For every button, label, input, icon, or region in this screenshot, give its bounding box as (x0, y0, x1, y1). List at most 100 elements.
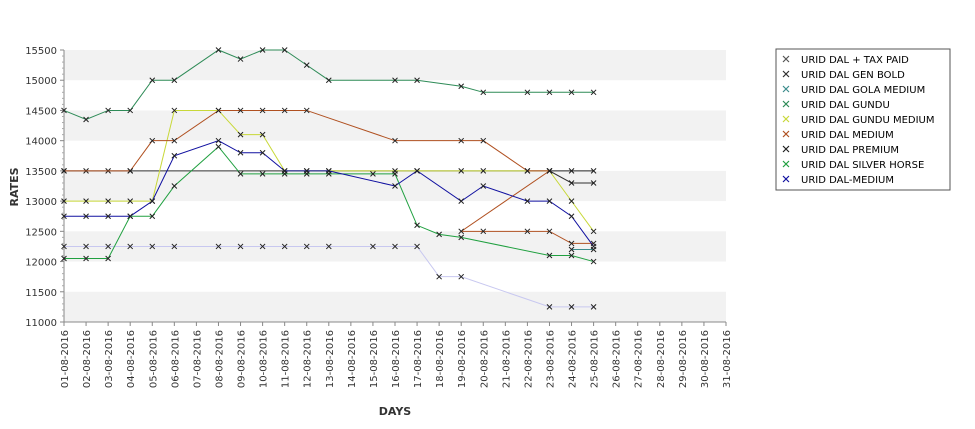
data-point-marker (546, 228, 553, 235)
data-point-marker (303, 243, 310, 250)
data-point-marker (149, 243, 156, 250)
data-point-marker (149, 198, 156, 204)
x-tick-label: 13-08-2016 (325, 330, 336, 388)
y-tick-label: 12000 (25, 258, 57, 269)
data-point-marker (568, 252, 575, 259)
data-point-marker (480, 137, 487, 144)
grid-band (64, 291, 726, 322)
data-point-marker (524, 198, 531, 204)
y-axis-title: RATES (8, 167, 21, 206)
data-point-marker (83, 116, 89, 123)
data-point-marker (237, 171, 244, 177)
y-tick-label: 11500 (25, 288, 57, 299)
data-point-marker (237, 149, 244, 156)
data-point-marker (61, 107, 67, 114)
series-path (64, 145, 594, 263)
legend-marker (782, 70, 790, 78)
data-point-marker (480, 183, 487, 189)
data-point-marker (546, 198, 553, 204)
data-point-marker (281, 107, 288, 114)
data-point-marker (259, 131, 266, 138)
data-point-marker (259, 171, 266, 177)
y-tick-label: 15000 (25, 76, 57, 87)
data-point-marker (127, 198, 134, 204)
y-tick-label: 11000 (25, 318, 57, 329)
x-tick-label: 06-08-2016 (170, 330, 181, 388)
legend-marker (782, 55, 790, 63)
legend-label: URID DAL MEDIUM (801, 130, 894, 141)
x-tick-label: 24-08-2016 (568, 330, 579, 388)
series-lines (61, 47, 597, 310)
data-point-marker (171, 107, 178, 114)
x-tick-label: 25-08-2016 (590, 330, 601, 388)
legend-label: URID DAL SILVER HORSE (801, 160, 924, 171)
data-point-marker (546, 89, 553, 96)
data-point-marker (237, 131, 244, 138)
data-point-marker (590, 228, 597, 235)
legend-label: URID DAL PREMIUM (801, 145, 899, 156)
data-point-marker (546, 304, 553, 310)
legend-label: URID DAL-MEDIUM (801, 175, 894, 186)
x-tick-label: 16-08-2016 (391, 330, 402, 388)
data-point-marker (259, 47, 266, 53)
data-point-marker (568, 180, 575, 186)
data-point-marker (458, 168, 465, 174)
data-point-marker (127, 213, 134, 220)
data-point-marker (171, 137, 178, 144)
data-point-marker (281, 168, 288, 174)
data-point-marker (524, 228, 531, 235)
data-point-marker (105, 243, 111, 250)
data-point-marker (458, 234, 465, 241)
data-point-marker (149, 137, 156, 144)
data-point-marker (237, 56, 244, 62)
x-axis: 01-08-2016 02-08-2016 03-08-2016 04-08-2016… (60, 321, 733, 388)
data-point-marker (303, 107, 310, 114)
legend-box (775, 48, 951, 191)
data-point-marker (568, 168, 575, 174)
series-line (61, 47, 597, 123)
legend-marker (782, 175, 790, 183)
data-point-marker (105, 198, 111, 204)
data-point-marker (458, 198, 465, 204)
legend-marker (782, 130, 790, 138)
data-point-marker (259, 149, 266, 156)
x-tick-label: 02-08-2016 (82, 330, 93, 388)
data-point-marker (458, 228, 465, 235)
data-point-marker (83, 213, 89, 220)
data-point-marker (325, 243, 332, 250)
data-point-marker (127, 168, 134, 174)
x-tick-label: 28-08-2016 (656, 330, 667, 388)
data-point-marker (590, 243, 597, 250)
x-tick-label: 10-08-2016 (259, 330, 270, 388)
data-point-marker (325, 168, 332, 174)
data-point-marker (171, 152, 178, 159)
data-point-marker (83, 198, 89, 204)
legend-label: URID DAL GUNDU (801, 100, 890, 111)
data-point-marker (215, 243, 222, 250)
data-point-marker (568, 198, 575, 204)
data-point-marker (325, 77, 332, 84)
data-point-marker (171, 183, 178, 189)
data-point-marker (171, 77, 178, 84)
data-point-marker (149, 77, 156, 84)
legend-marker (782, 115, 790, 123)
data-point-marker (370, 171, 376, 177)
series-path (64, 140, 595, 247)
legend-label: URID DAL GOLA MEDIUM (801, 85, 925, 96)
data-point-marker (524, 89, 531, 96)
data-point-marker (392, 243, 398, 250)
data-point-marker (414, 77, 420, 84)
legend-marker (782, 85, 790, 93)
x-tick-label: 15-08-2016 (369, 330, 380, 388)
x-tick-label: 17-08-2016 (413, 330, 424, 388)
plot-background-bands (64, 50, 726, 322)
x-tick-label: 27-08-2016 (634, 330, 645, 388)
x-tick-label: 12-08-2016 (303, 330, 314, 388)
data-point-marker (237, 243, 244, 250)
series-line (61, 137, 597, 250)
legend-label: URID DAL + TAX PAID (801, 55, 909, 66)
data-point-marker (458, 273, 465, 280)
legend-marker (782, 100, 790, 108)
data-point-marker (105, 213, 111, 220)
